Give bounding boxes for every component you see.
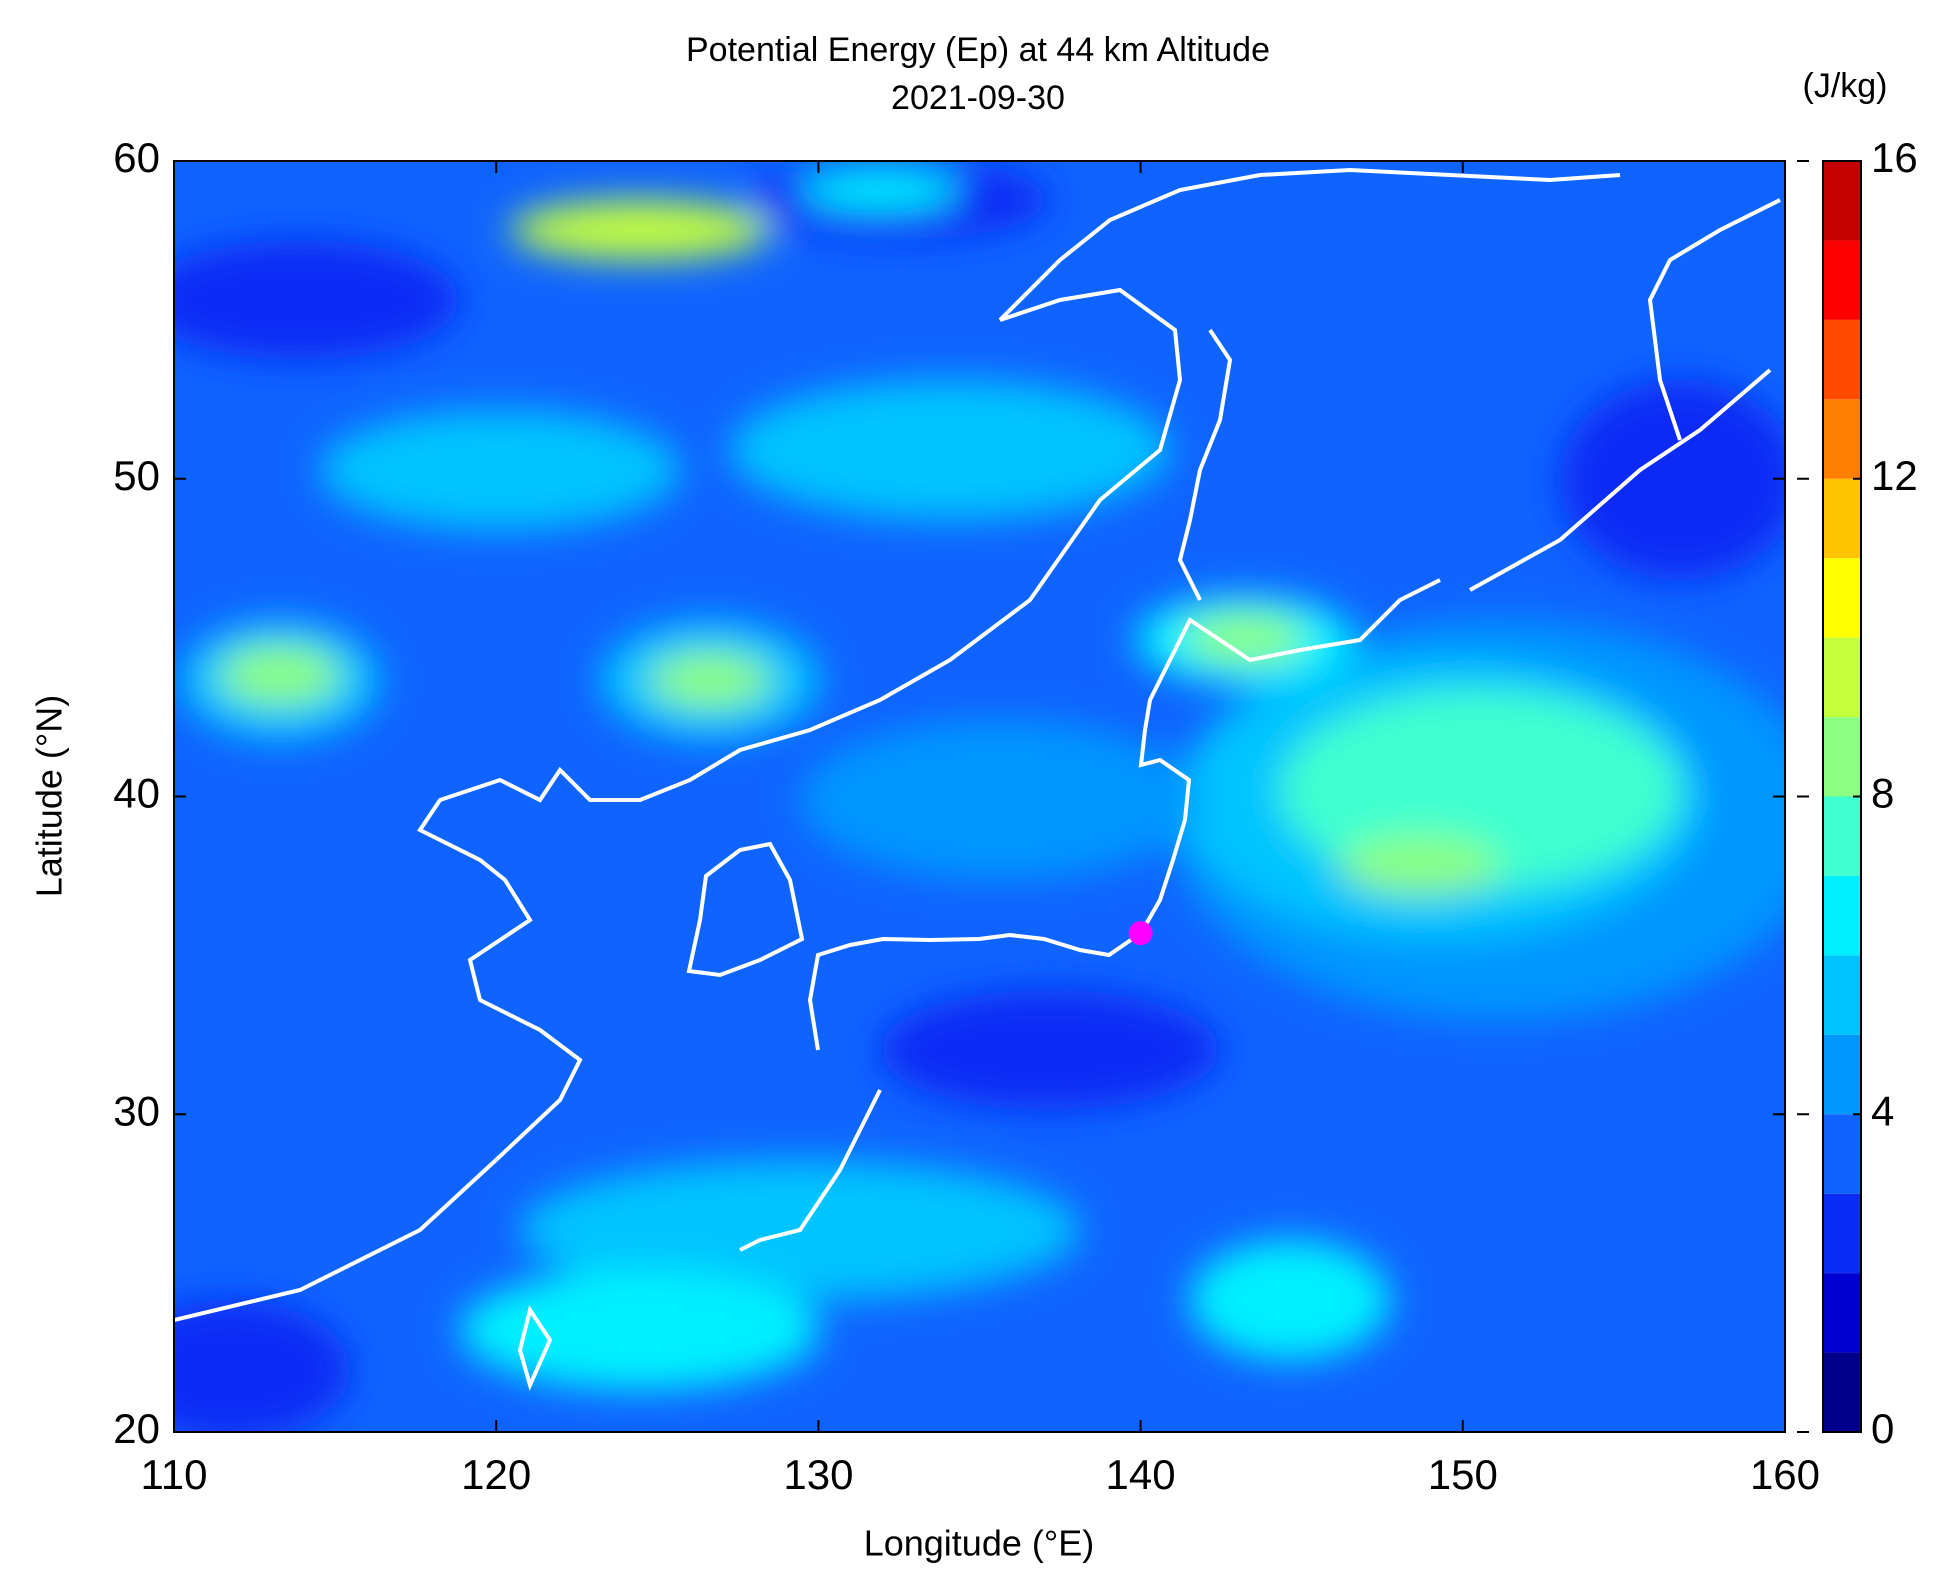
colorbar-band [1823,399,1861,479]
chart-subtitle: 2021-09-30 [891,79,1065,117]
colorbar-band [1823,161,1861,241]
colorbar-band [1823,558,1861,638]
colorbar-band [1823,1114,1861,1194]
y-tick-label: 20 [113,1405,160,1452]
colorbar-band [1823,875,1861,956]
x-tick-label: 160 [1750,1451,1820,1498]
colorbar-band [1823,240,1861,320]
y-axis-label: Latitude (°N) [29,695,70,897]
field-blobs [174,161,1785,1432]
coastlines [174,167,1781,1391]
x-tick-label: 120 [461,1451,531,1498]
colorbar-band [1823,637,1861,718]
x-tick-label: 110 [141,1451,208,1498]
chart-title: Potential Energy (Ep) at 44 km Altitude [686,31,1270,69]
field [174,161,1785,1432]
colorbar-label: (J/kg) [1803,67,1888,105]
colorbar-tick-label: 8 [1871,770,1894,817]
colorbar-band [1823,1273,1861,1353]
site-marker [1128,921,1153,946]
y-tick-label: 30 [113,1087,160,1134]
colorbar-band [1823,319,1861,400]
x-axis-label: Longitude (°E) [864,1523,1095,1564]
colorbar-band [1823,478,1861,559]
colorbar-band [1823,717,1861,797]
x-tick-label: 150 [1428,1451,1498,1498]
colorbar-band [1823,1193,1861,1274]
y-tick-label: 50 [113,452,160,499]
colorbar-band [1823,1034,1861,1115]
colorbar-band [1823,1352,1861,1432]
y-tick-label: 40 [113,770,160,817]
colorbar-tick-label: 16 [1871,134,1918,181]
colorbar-tick-label: 0 [1871,1405,1894,1452]
y-tick-label: 60 [113,134,160,181]
colorbar-band [1823,955,1861,1035]
colorbar-tick-label: 4 [1871,1087,1894,1134]
colorbar-band [1823,796,1861,876]
colorbar-tick-label: 12 [1871,452,1918,499]
x-tick-label: 140 [1106,1451,1176,1498]
x-tick-label: 130 [783,1451,853,1498]
